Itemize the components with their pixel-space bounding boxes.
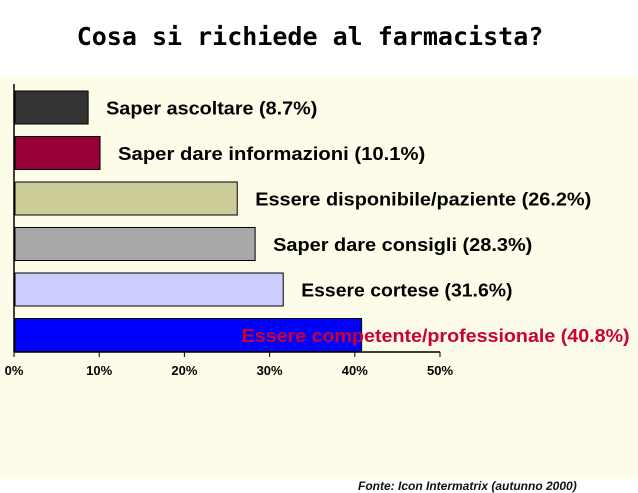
x-tick-label-1: 10%: [86, 363, 112, 378]
bar-2: [14, 136, 101, 170]
bar-6: [14, 318, 363, 352]
x-tick-label-0: 0%: [5, 363, 24, 378]
page-title: Cosa si richiede al farmacista?: [76, 22, 544, 51]
bar-label-6: Essere competente/professionale (40.8%): [242, 326, 630, 346]
bar-1: [14, 90, 89, 125]
chart-panel: Saper ascoltare (8.7%) Saper dare informa…: [0, 76, 638, 493]
bar-4: [14, 227, 256, 261]
source-note: Fonte: Icon Intermatrix (autunno 2000): [358, 479, 577, 493]
x-tick-label-3: 30%: [257, 363, 283, 378]
bar-label-4: Saper dare consigli (28.3%): [273, 235, 532, 255]
bar-label-2: Saper dare informazioni (10.1%): [118, 144, 425, 164]
x-axis: 0% 10% 20% 30% 40% 50%: [5, 84, 453, 378]
bar-label-1: Saper ascoltare (8.7%): [106, 99, 317, 119]
labels-layer: Saper ascoltare (8.7%) Saper dare informa…: [106, 99, 629, 347]
bar-chart: Saper ascoltare (8.7%) Saper dare informa…: [5, 84, 630, 378]
bar-label-3: Essere disponibile/paziente (26.2%): [255, 190, 591, 210]
x-tick-label-4: 40%: [342, 363, 368, 378]
x-tick-label-5: 50%: [427, 363, 453, 378]
bar-5: [14, 272, 284, 307]
bars-layer: [14, 90, 363, 352]
bar-label-5: Essere cortese (31.6%): [301, 281, 512, 301]
x-tick-label-2: 20%: [171, 363, 197, 378]
bar-3: [14, 181, 238, 216]
